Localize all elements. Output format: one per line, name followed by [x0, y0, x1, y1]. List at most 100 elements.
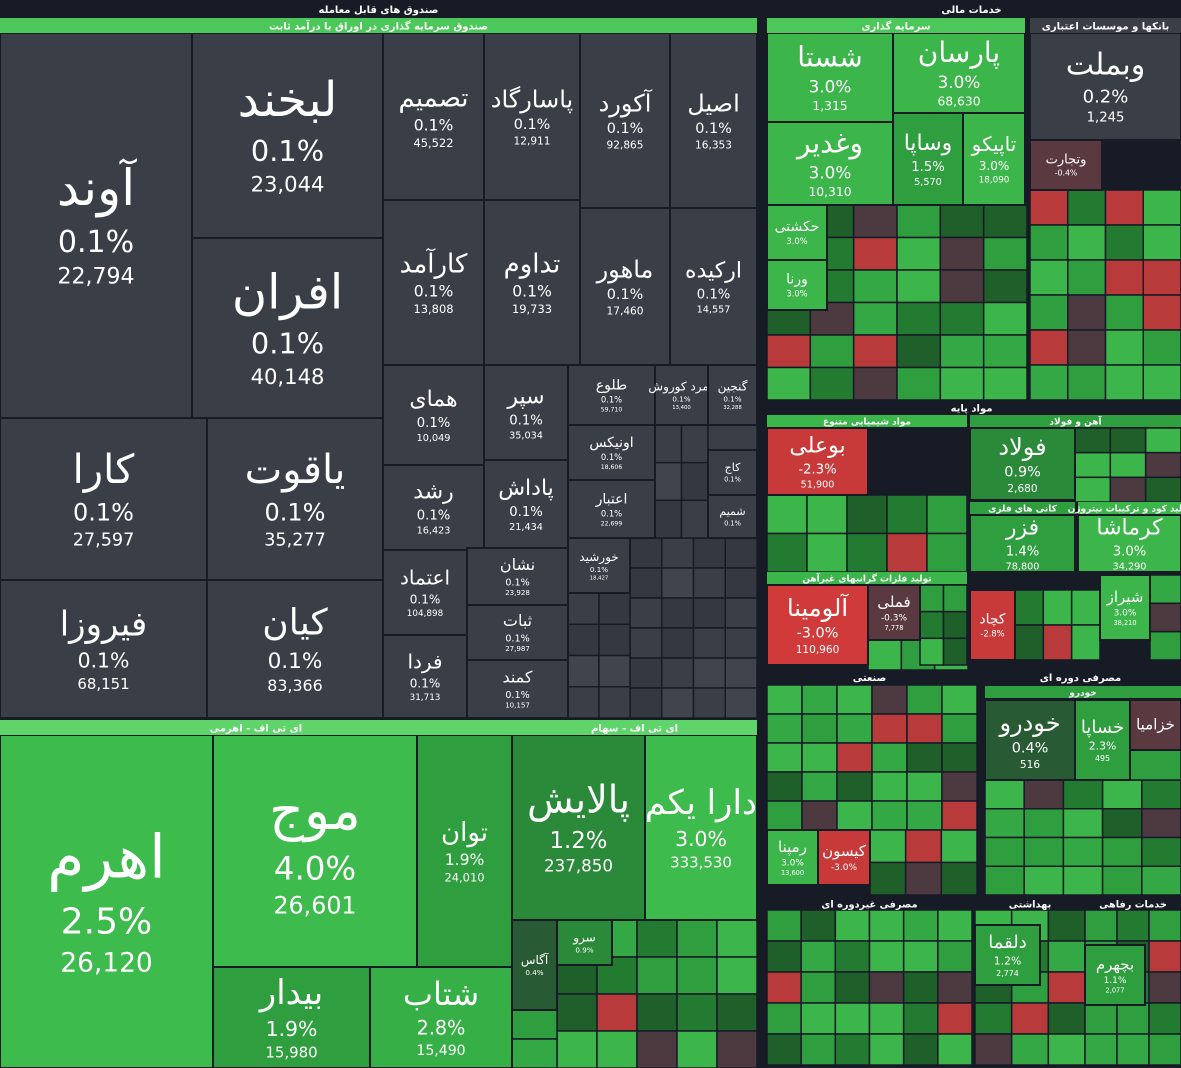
filler-tile [906, 800, 943, 831]
stock-tile [382, 634, 468, 719]
filler-tile [939, 301, 985, 336]
section-title: صندوق های قابل معامله [319, 5, 439, 16]
tile-value: 45,522 [413, 136, 453, 150]
tile-name: پالایش [527, 777, 630, 821]
tile-change: -0.4% [1055, 168, 1078, 177]
stock-tile [0, 579, 208, 719]
filler-tile [636, 1030, 678, 1068]
tile-name: خزامیا [1136, 716, 1175, 734]
filler-tile [937, 971, 973, 1004]
filler-tile [904, 829, 943, 864]
filler-tile [852, 366, 898, 401]
filler-tile [629, 537, 663, 569]
tile-value: 31,713 [410, 693, 441, 703]
section-header [970, 415, 1181, 427]
filler-tile [629, 567, 663, 599]
tile-change: 0.1% [417, 416, 451, 431]
filler-tile [1084, 909, 1118, 942]
stock-tile [1029, 139, 1103, 191]
filler-tile [766, 713, 803, 744]
filler-tile [1074, 427, 1112, 454]
tile-name: ورنا [786, 272, 808, 288]
filler-tile [941, 713, 978, 744]
section-title: بهداشتی [1009, 900, 1052, 911]
filler-tile [806, 532, 848, 573]
filler-tile [654, 461, 683, 502]
filler-tile [654, 424, 683, 464]
stock-tile [766, 259, 828, 311]
tile-name: فزر [1005, 516, 1039, 541]
stock-tile [669, 32, 758, 209]
tile-change: 0.1% [672, 394, 690, 403]
filler-tile [801, 742, 838, 773]
filler-tile [724, 627, 758, 659]
tile-value: 2,774 [996, 969, 1019, 978]
stock-tile [382, 364, 485, 466]
filler-tile [1067, 259, 1107, 296]
section-title: صندوق سرمایه گذاری در اوراق با درآمد ثاب… [269, 20, 488, 33]
stock-tile [1099, 574, 1151, 641]
filler-tile [886, 532, 928, 573]
section-header [767, 897, 972, 910]
section-title: مواد پایه [951, 404, 993, 415]
tile-change: 3.0% [809, 163, 852, 183]
filler-tile [1101, 865, 1143, 896]
stock-tile [567, 479, 656, 539]
tile-change: 0.1% [723, 394, 741, 403]
filler-tile [654, 499, 683, 539]
filler-tile [801, 771, 838, 802]
filler-tile [940, 829, 978, 864]
filler-tile [906, 742, 943, 773]
section-header [980, 670, 1181, 684]
stock-tile [1074, 699, 1131, 781]
filler-tile [834, 1002, 871, 1035]
filler-tile [1148, 1002, 1181, 1035]
filler-tile [869, 861, 907, 896]
tile-value: 26,120 [60, 947, 152, 978]
tile-change: -2.3% [798, 463, 836, 478]
section-title: صنعتی [853, 673, 887, 684]
tile-name: افران [232, 265, 343, 321]
filler-tile [809, 334, 855, 369]
tile-value: 68,630 [937, 95, 980, 109]
tile-change: 0.1% [78, 648, 130, 672]
filler-tile [942, 637, 968, 666]
tile-name: ماهور [596, 255, 654, 283]
filler-tile [556, 1030, 598, 1068]
filler-tile [1104, 259, 1144, 296]
filler-tile [1142, 259, 1181, 296]
filler-tile [937, 909, 973, 942]
filler-tile [766, 771, 803, 802]
filler-tile [1144, 451, 1181, 479]
filler-tile [766, 366, 812, 401]
tile-change: 0.1% [607, 287, 644, 303]
tile-value: 27,987 [505, 644, 530, 653]
tile-name: موج [269, 779, 361, 842]
stock-tile [212, 966, 371, 1068]
filler-tile [692, 597, 726, 629]
tile-value: 333,530 [670, 853, 732, 871]
section-header [762, 670, 977, 684]
tile-change: 1.1% [1104, 976, 1127, 986]
tile-name: حکشتی [775, 219, 820, 235]
filler-tile [1047, 971, 1086, 1004]
stock-tile [466, 604, 569, 661]
tile-value: 22,794 [58, 265, 135, 290]
stock-tile [579, 32, 671, 209]
tile-change: 3.0% [938, 72, 981, 92]
tile-value: 10,310 [808, 185, 851, 199]
tile-change: 3.0% [781, 858, 804, 868]
filler-tile [941, 771, 978, 802]
filler-tile [906, 771, 943, 802]
filler-tile [1070, 589, 1101, 626]
filler-tile [636, 919, 678, 958]
filler-tile [800, 940, 837, 973]
stock-tile [212, 734, 418, 968]
filler-tile [896, 236, 942, 271]
tile-change: 0.1% [414, 116, 454, 134]
stock-tile [511, 919, 558, 1011]
tile-name: یاقوت [245, 447, 346, 493]
filler-tile [868, 909, 905, 942]
filler-tile [846, 532, 888, 573]
filler-tile [629, 687, 663, 719]
